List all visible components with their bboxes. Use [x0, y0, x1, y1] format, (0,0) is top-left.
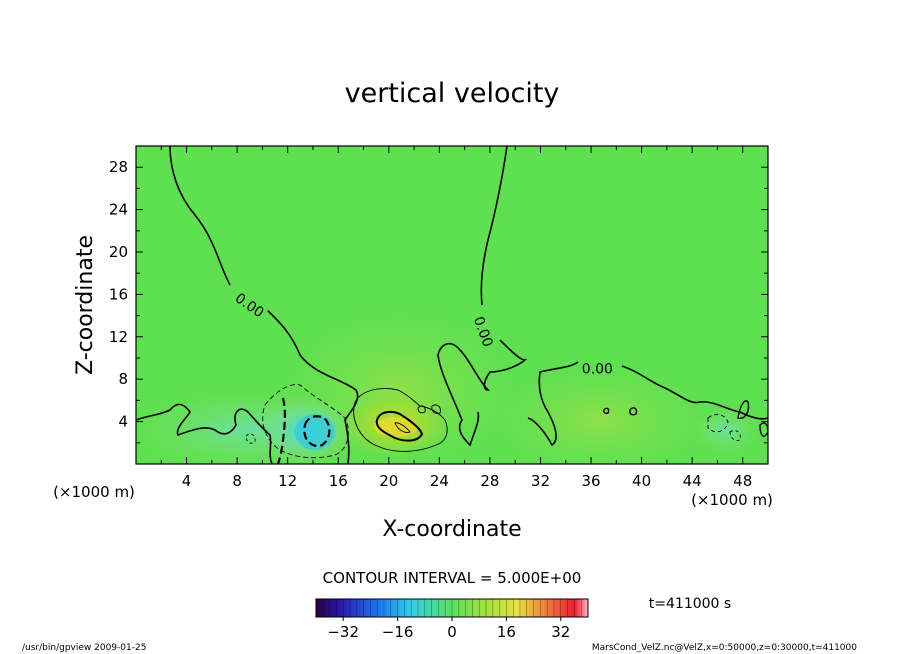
negative-contour-left-small [245, 433, 256, 444]
colorbar-tick-label: 0 [447, 623, 457, 641]
x-tick-label: 12 [278, 472, 297, 490]
y-tick-label: 12 [109, 328, 128, 346]
chart-title: vertical velocity [345, 78, 560, 109]
contour-interval: CONTOUR INTERVAL = 5.000E+00 [323, 569, 582, 587]
x-tick-label: 24 [430, 472, 449, 490]
contour-label-text: 0.00 [582, 362, 613, 378]
footer-left: /usr/bin/gpview 2009-01-25 [22, 643, 146, 653]
shading-updraft-core [374, 417, 418, 437]
x-tick-label: 28 [480, 472, 499, 490]
positive-contour-inner [375, 410, 424, 442]
y-tick-label: 20 [109, 243, 128, 261]
zero-contour-small-2 [759, 422, 768, 437]
contour-label: 0.00 [579, 359, 616, 378]
x-tick-label: 20 [379, 472, 398, 490]
contour-label-bg [231, 287, 270, 322]
negative-contour-right [707, 414, 729, 433]
y-tick-label: 16 [109, 285, 128, 303]
plot-area [136, 146, 768, 464]
zero-contour-right [527, 361, 768, 447]
footer-right: MarsCond_VelZ.nc@VelZ,x=0:50000,z=0:3000… [592, 643, 857, 653]
x-unit-right: (×1000 m) [691, 491, 773, 509]
y-tick-label: 28 [109, 158, 128, 176]
x-axis-label: X-coordinate [382, 517, 521, 542]
negative-contour-outer [262, 384, 349, 459]
negative-contour-inner [303, 415, 331, 448]
zero-contour-small-right [737, 400, 750, 419]
shading-right-warm [490, 365, 710, 464]
colorbar-stripes [322, 599, 582, 617]
x-tick-label: 48 [733, 472, 752, 490]
colorbar-tick-label: −16 [382, 623, 414, 641]
y-tick-label: 24 [109, 201, 128, 219]
small-contour-d [629, 407, 638, 416]
contour-label-bg [470, 311, 499, 351]
x-tick-label: 4 [182, 472, 192, 490]
x-axis-ticks: 4 8 12 16 20 24 28 32 36 40 44 48 [160, 146, 752, 490]
x-tick-label: 8 [232, 472, 242, 490]
positive-contour-core [394, 422, 411, 433]
y-axis-ticks: 4 8 12 16 20 24 28 [109, 158, 768, 444]
x-tick-label: 16 [329, 472, 348, 490]
positive-contour-outer [353, 388, 448, 452]
y-axis-label: Z-coordinate [73, 235, 98, 375]
small-contour-b [431, 404, 441, 414]
colorbar-tick-label: 32 [551, 623, 570, 641]
shading-right-cool [690, 405, 760, 455]
x-tick-label: 32 [531, 472, 550, 490]
contour-label-bg [579, 359, 616, 376]
small-contour-c [603, 407, 610, 415]
x-tick-label: 40 [632, 472, 651, 490]
y-tick-label: 4 [118, 413, 128, 431]
colorbar-ticks: −32 −16 0 16 32 [327, 617, 570, 641]
plot-frame [135, 145, 769, 465]
x-tick-label: 44 [683, 472, 702, 490]
small-contour-a [417, 405, 426, 414]
negative-contour-mid [276, 397, 286, 464]
time-label: t=411000 s [649, 596, 731, 612]
x-tick-label: 36 [581, 472, 600, 490]
zero-contour-bottom [136, 403, 273, 464]
zero-contour-left [169, 146, 359, 464]
x-unit-left: (×1000 m) [53, 483, 135, 501]
colorbar-tick-label: 16 [497, 623, 516, 641]
zero-contour-middle [437, 146, 528, 447]
y-tick-label: 8 [118, 370, 128, 388]
colorbar-tick-label: −32 [327, 623, 359, 641]
